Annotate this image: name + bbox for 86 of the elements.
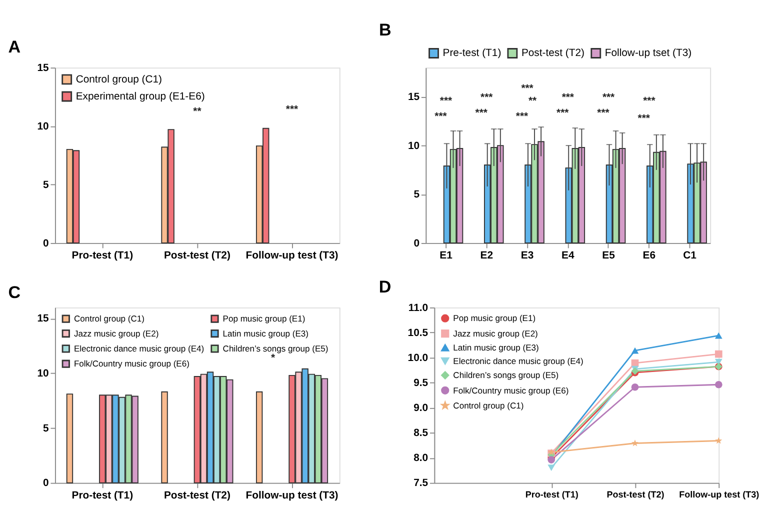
x-tick-label: E3	[520, 250, 534, 262]
y-tick-label: 10.5	[408, 328, 428, 339]
y-tick-label: 10.0	[408, 352, 428, 364]
annotation: **	[528, 96, 538, 107]
annotation: ***	[602, 92, 616, 104]
legend-label: Children’s songs group (E5)	[453, 370, 559, 380]
x-tick-label: E5	[602, 250, 616, 262]
annotation: ***	[562, 92, 575, 104]
legend-label: Pre-test (T1)	[442, 48, 502, 60]
annotation: ***	[556, 108, 570, 120]
x-tick-label: Follow-up test (T3)	[679, 490, 760, 500]
bar	[161, 391, 168, 484]
annotation: ***	[440, 96, 454, 107]
legend-label: Folk/Country music group (E6)	[74, 358, 190, 369]
legend-label: Pop music group (E1)	[453, 313, 536, 324]
x-tick-label: Follow-up test (T3)	[246, 490, 338, 502]
point	[631, 383, 639, 391]
x-tick-label: Post-test (T2)	[164, 490, 230, 502]
annotation: ***	[638, 113, 651, 124]
annotation: ***	[480, 92, 494, 104]
legend-label: Latin music group (E3)	[222, 328, 309, 338]
bar	[66, 394, 74, 484]
x-tick-label: Pro-test (T1)	[525, 490, 578, 500]
point	[631, 347, 639, 354]
legend-label: Electronic dance music group (E4)	[74, 344, 204, 354]
annotation: ***	[434, 112, 448, 123]
x-tick-label: Pro-test (T1)	[72, 250, 134, 262]
legend-label: Control group (C1)	[74, 314, 145, 324]
chart-title: C	[8, 282, 21, 302]
y-tick-label: 10	[408, 140, 420, 152]
y-tick-label: 5	[43, 180, 50, 191]
y-tick-label: 10	[37, 121, 50, 132]
annotation: **	[193, 106, 202, 118]
y-tick-label: 9.0	[414, 403, 428, 414]
point	[714, 350, 722, 358]
bar	[256, 391, 263, 484]
legend-label: Jazz music group (E2)	[453, 328, 538, 338]
x-tick-label: E4	[562, 250, 574, 262]
y-tick-label: 8.5	[414, 428, 428, 440]
annotation: *	[271, 353, 276, 364]
y-tick-label: 15	[37, 314, 50, 325]
x-tick-label: Post-test (T2)	[606, 490, 664, 500]
y-tick-label: 11.0	[408, 302, 428, 314]
y-tick-label: 5	[414, 190, 420, 201]
annotation: ***	[516, 112, 530, 123]
x-tick-label: C1	[683, 250, 697, 262]
legend-label: Control group (C1)	[453, 400, 524, 410]
x-tick-label: Post-test (T2)	[164, 250, 230, 262]
point	[715, 437, 722, 444]
annotation: ***	[597, 108, 610, 120]
legend-label: Electronic dance music group (E4)	[453, 356, 584, 366]
chart-title: D	[378, 277, 392, 296]
y-tick-label: 9.5	[414, 378, 428, 389]
chart-title: B	[379, 20, 392, 40]
annotation: ***	[521, 83, 534, 94]
legend-label: Experimental group (E1-E6)	[76, 91, 205, 102]
legend-label: Post-test (T2)	[521, 48, 584, 60]
legend-label: Jazz music group (E2)	[74, 328, 159, 338]
legend-label: Control group (C1)	[76, 74, 162, 86]
legend-label: Children’s songs group (E5)	[222, 344, 328, 354]
y-tick-label: 5	[43, 423, 50, 434]
annotation: ***	[475, 108, 488, 120]
y-tick-label: 0	[43, 478, 50, 490]
chart-title: A	[8, 37, 21, 56]
y-tick-label: 0	[414, 238, 420, 250]
y-tick-label: 7.5	[414, 478, 428, 490]
y-tick-label: 15	[37, 62, 50, 74]
annotation: ***	[286, 104, 300, 116]
legend-label: Latin music group (E3)	[453, 342, 540, 353]
legend-label: Pop music group (E1)	[222, 314, 306, 324]
point	[714, 380, 722, 388]
point	[548, 464, 556, 471]
x-tick-label: E2	[480, 250, 494, 262]
y-tick-label: 0	[43, 238, 50, 250]
annotation: ***	[643, 96, 656, 107]
legend-label: Follow-up tset (T3)	[604, 48, 692, 60]
y-tick-label: 10	[37, 368, 50, 380]
x-tick-label: E6	[642, 250, 656, 262]
y-tick-label: 8.0	[414, 453, 428, 464]
x-tick-label: Follow-up test (T3)	[246, 250, 338, 262]
y-tick-label: 15	[408, 92, 420, 104]
legend-label: Folk/Country music group (E6)	[453, 385, 569, 396]
x-tick-label: Pro-test (T1)	[72, 490, 134, 502]
x-tick-label: E1	[440, 250, 453, 262]
point	[714, 332, 722, 339]
point	[632, 440, 638, 446]
